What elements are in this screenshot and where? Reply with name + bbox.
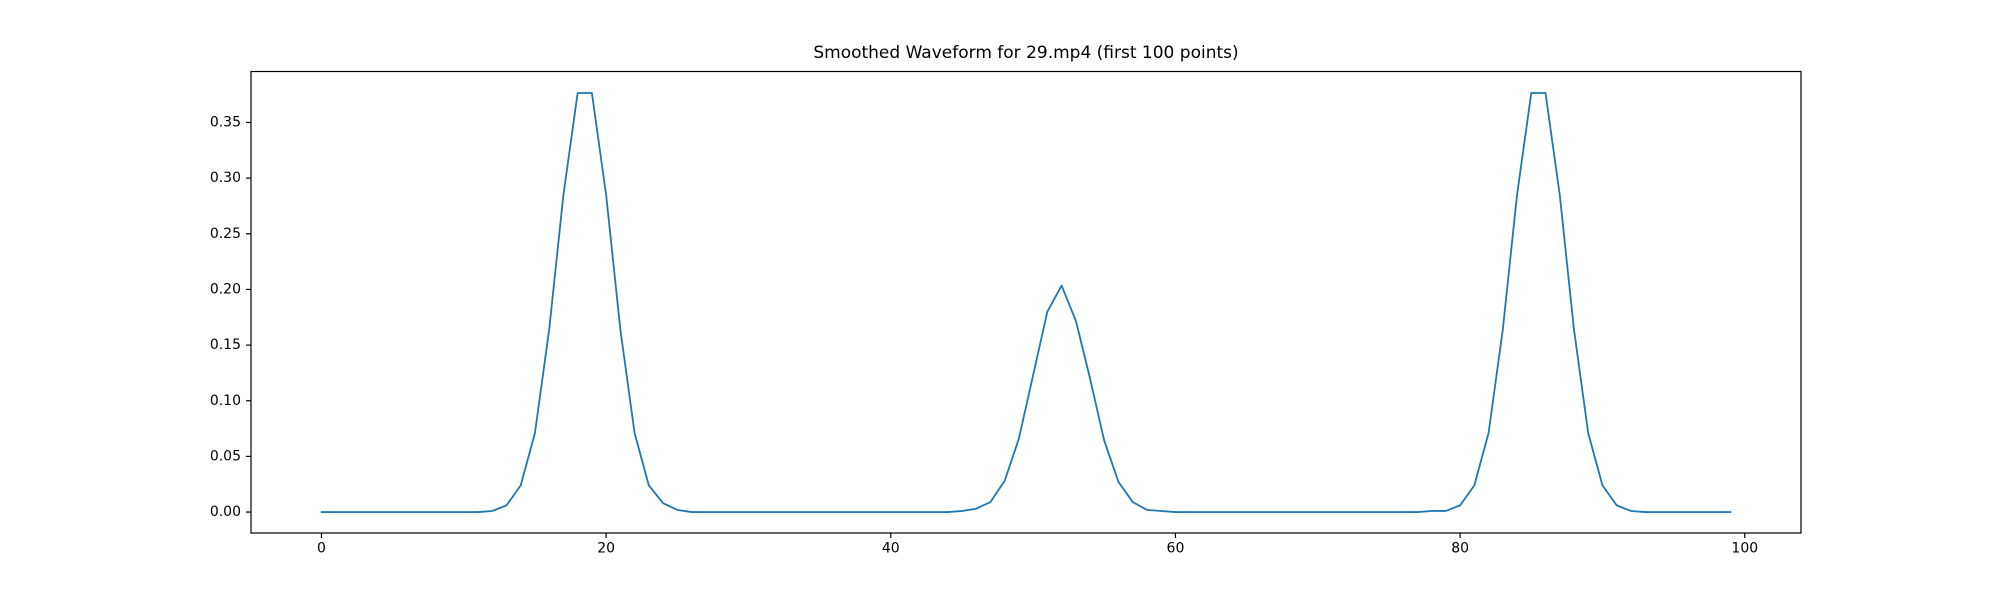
x-tick-label: 0 — [317, 541, 326, 557]
y-tick-label: 0.30 — [210, 170, 241, 186]
y-tick-label: 0.00 — [210, 504, 241, 520]
y-tick-label: 0.25 — [210, 226, 241, 242]
y-tick-label: 0.10 — [210, 393, 241, 409]
y-tick-label: 0.15 — [210, 337, 241, 353]
x-tick-label: 40 — [882, 541, 900, 557]
y-tick-label: 0.35 — [210, 114, 241, 130]
x-tick-label: 100 — [1731, 541, 1758, 557]
chart-title: Smoothed Waveform for 29.mp4 (first 100 … — [813, 43, 1239, 63]
x-tick-label: 60 — [1167, 541, 1185, 557]
x-tick-label: 20 — [597, 541, 615, 557]
axes-spines — [250, 70, 1802, 534]
waveform-line — [320, 92, 1732, 513]
x-tick-label: 80 — [1451, 541, 1469, 557]
y-tick-label: 0.20 — [210, 281, 241, 297]
y-tick-label: 0.05 — [210, 448, 241, 464]
